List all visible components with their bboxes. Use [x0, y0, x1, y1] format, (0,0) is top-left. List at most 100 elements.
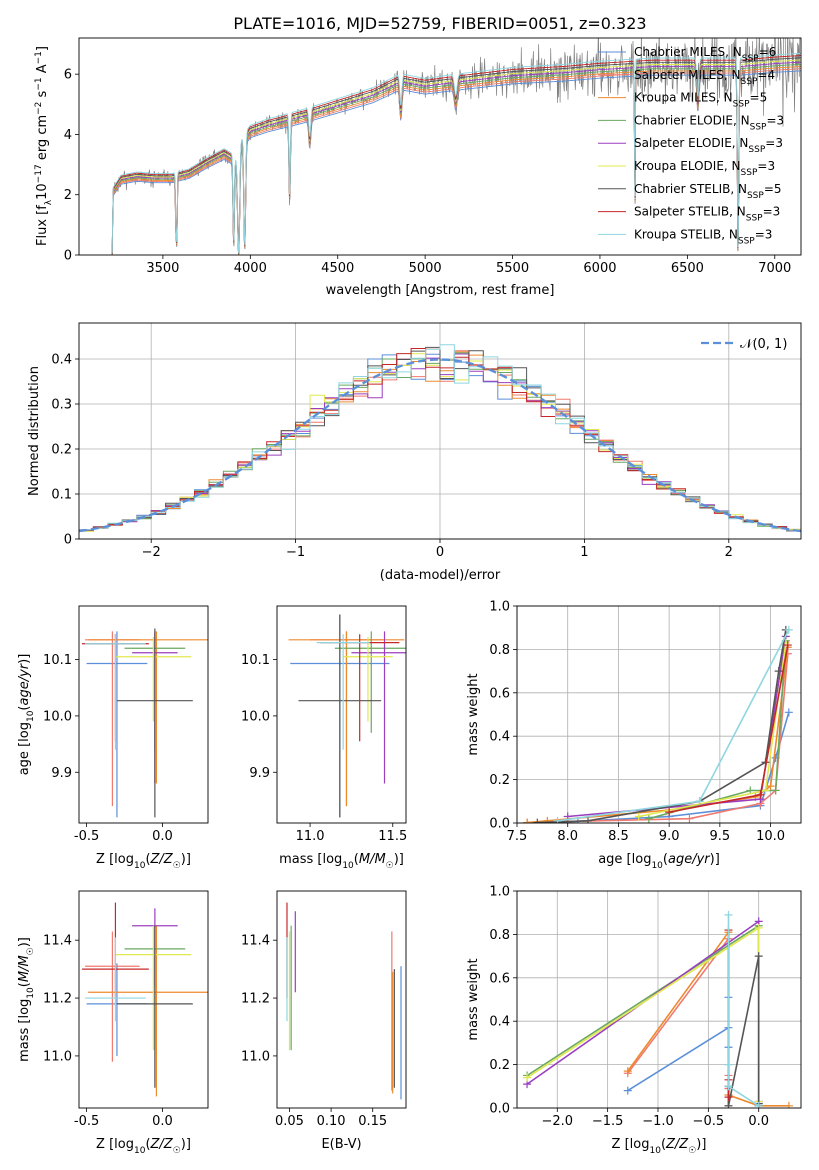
y-tick-label: 1.0 [489, 885, 510, 900]
x-tick-label: 5000 [409, 261, 442, 276]
weight-point [724, 1093, 733, 1102]
y-tick-label: 9.9 [51, 766, 72, 781]
histogram-8 [79, 344, 801, 531]
plot-marks [286, 902, 402, 1100]
axes-frame: -0.5 0.0 9.9 10.0 10.1 Z [log10(Z/Z☉)] age [lo… [17, 605, 209, 871]
axes-border [78, 890, 209, 1109]
x-tick-label: 0.05 [275, 1114, 304, 1129]
weight-point [665, 808, 674, 817]
y-axis-label: mass weight [466, 958, 481, 1040]
x-axis-label: Z [log10(Z/Z☉)] [96, 1137, 191, 1156]
weight-point [644, 814, 653, 823]
y-tick-label: 0.2 [51, 443, 72, 458]
x-tick-label: 7000 [758, 261, 791, 276]
x-tick-label: 0.0 [748, 1114, 769, 1129]
weight-point [766, 782, 775, 791]
weight-line-3 [526, 924, 760, 1104]
weight-point [553, 816, 562, 823]
axes-frame: 0.05 0.10 0.15 11.0 11.2 11.4 E(B-V) [241, 890, 407, 1152]
weight-line-8 [727, 914, 760, 1107]
plot-marks [288, 614, 406, 818]
spectrum-panel: 3500 4000 4500 5000 5500 6000 6500 7000 0 2 4 6 Chab… [34, 37, 802, 298]
legend-entry: Chabrier STELIB, NSSP=5 [634, 182, 782, 201]
weight-point [784, 1101, 793, 1108]
x-tick-label: 9.0 [659, 829, 680, 844]
y-tick-label: 0.3 [51, 398, 72, 413]
x-tick-label: −0.5 [693, 1114, 725, 1129]
axes-border [516, 890, 802, 1109]
y-tick-label: 11.0 [43, 1049, 72, 1064]
x-tick-label: 0 [436, 545, 444, 560]
y-tick-label: 0.4 [51, 353, 72, 368]
y-tick-label: 0.1 [51, 488, 72, 503]
weight-point [756, 790, 765, 799]
x-tick-label: 0.0 [152, 829, 173, 844]
x-tick-label: 7.5 [507, 829, 528, 844]
axes-frame: 11.0 11.5 9.9 10.0 10.1 mass [log10(M/M☉)] [241, 605, 407, 871]
axes-border [78, 37, 802, 256]
legend-entry: Salpeter ELODIE, NSSP=3 [634, 136, 783, 155]
x-tick-label: −1.5 [592, 1114, 624, 1129]
weight-point [774, 667, 783, 676]
x-tick-label: 5500 [496, 261, 529, 276]
y-axis-label: Normed distribution [27, 366, 42, 496]
legend-entry: Chabrier ELODIE, NSSP=3 [634, 113, 784, 132]
x-tick-label: 8.5 [608, 829, 629, 844]
plot-marks [523, 910, 793, 1108]
plot-marks [82, 628, 208, 818]
mass-vs-ebv-panel: 0.05 0.10 0.15 11.0 11.2 11.4 E(B-V) [241, 890, 407, 1152]
histogram-6 [79, 346, 801, 532]
age-vs-Z-panel: -0.5 0.0 9.9 10.0 10.1 Z [log10(Z/Z☉)] age [lo… [17, 605, 209, 871]
axes-frame: −2 −1 0 1 2 0 0.1 0.2 0.3 0.4 𝒩(0, 1) (data-model)/… [27, 322, 802, 583]
axes-border [516, 605, 802, 824]
weight-point [754, 923, 763, 932]
y-tick-label: 0.6 [489, 686, 510, 701]
y-tick-label: 0.2 [489, 773, 510, 788]
weight-point [685, 814, 694, 823]
y-tick-label: 0.8 [489, 928, 510, 943]
axes-frame: 7.5 8.0 8.5 9.0 9.5 10.0 0.0 0.2 0.4 0.6 0.8 1.0 age… [466, 600, 802, 871]
x-axis-label: age [log10(age/yr)] [598, 852, 720, 871]
plot-area: 3500 4000 4500 5000 5500 6000 6500 7000 0 2 4 6 Chab… [17, 37, 802, 1156]
y-tick-label: 10.0 [43, 709, 72, 724]
y-tick-label: 0 [64, 533, 72, 548]
residuals-panel: −2 −1 0 1 2 0 0.1 0.2 0.3 0.4 𝒩(0, 1) (data-model)/… [27, 322, 802, 583]
axes-border [78, 605, 209, 824]
plot-marks [523, 625, 793, 823]
weight-point [623, 1086, 632, 1095]
y-tick-label: 6 [64, 68, 72, 83]
x-axis-label: wavelength [Angstrom, rest frame] [326, 283, 555, 298]
weight-point [754, 1101, 763, 1108]
mass-weight-vs-age-panel: 7.5 8.0 8.5 9.0 9.5 10.0 0.0 0.2 0.4 0.6 0.8 1.0 age… [466, 600, 802, 871]
x-tick-label: −1.0 [642, 1114, 674, 1129]
axes-frame: 3500 4000 4500 5000 5500 6000 6500 7000 0 2 4 6 Chab… [34, 37, 802, 298]
x-axis-label: mass [log10(M/M☉)] [279, 852, 404, 871]
legend-entry: Salpeter MILES, NSSP=4 [634, 68, 775, 87]
y-tick-label: 4 [64, 128, 72, 143]
y-tick-label: 1.0 [489, 600, 510, 615]
y-axis-label: age [log10(age/yr)] [17, 654, 36, 776]
y-tick-label: 10.1 [43, 653, 72, 668]
y-tick-label: 11.2 [241, 992, 270, 1007]
weight-point [783, 641, 792, 650]
weight-point [724, 910, 733, 919]
axes-border [276, 890, 407, 1109]
y-tick-label: 2 [64, 188, 72, 203]
x-axis-label: (data-model)/error [380, 568, 501, 583]
x-tick-label: 3500 [146, 261, 179, 276]
gaussian-curve [79, 358, 801, 533]
y-tick-label: 0.6 [489, 971, 510, 986]
y-tick-label: 0.0 [489, 1102, 510, 1117]
y-tick-label: 9.9 [249, 766, 270, 781]
plot-marks [111, 38, 801, 255]
weight-point [724, 1060, 733, 1069]
weight-point [761, 786, 770, 795]
legend-entry: Kroupa STELIB, NSSP=3 [634, 227, 772, 246]
y-tick-label: 10.1 [241, 653, 270, 668]
x-axis-label: E(B-V) [321, 1137, 361, 1152]
y-tick-label: 0.4 [489, 1015, 510, 1030]
y-tick-label: 10.0 [241, 709, 270, 724]
x-tick-label: −2 [142, 545, 161, 560]
y-tick-label: 11.0 [241, 1049, 270, 1064]
